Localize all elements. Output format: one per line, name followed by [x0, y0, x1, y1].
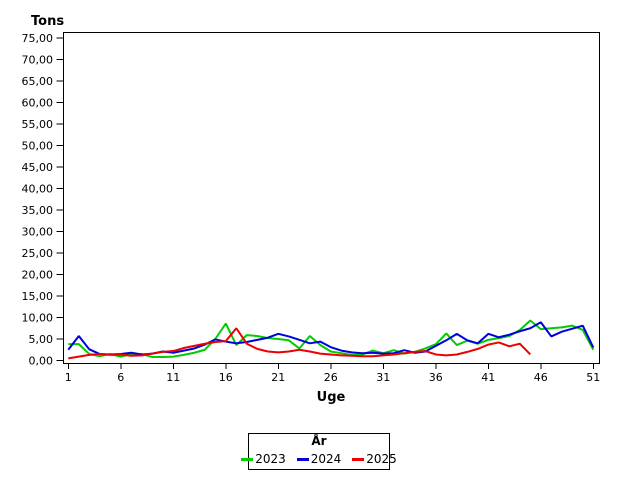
legend-swatch-2024	[296, 457, 309, 461]
x-axis-title: Uge	[316, 390, 346, 405]
legend: År 2023 2024 2025	[241, 433, 397, 470]
series-line-2023	[68, 319, 595, 359]
y-axis: 0,00 5,00 10,00 15,00 20,00 25,00 30,00 35,00 40…	[22, 32, 64, 368]
legend-label-2023: 2023	[255, 452, 286, 466]
x-tick-label: 46	[534, 371, 548, 384]
y-tick-label: 5,00	[29, 333, 54, 346]
y-axis-title: Tons	[31, 14, 65, 29]
x-tick-label: 36	[429, 371, 443, 384]
legend-title: År	[311, 434, 327, 448]
x-tick-label: 31	[376, 371, 390, 384]
legend-item-2025: 2025	[352, 453, 397, 465]
legend-item-2023: 2023	[241, 453, 286, 465]
x-tick-label: 6	[117, 371, 124, 384]
y-tick-label: 25,00	[22, 247, 54, 260]
y-tick-label: 15,00	[22, 290, 54, 303]
series-line-2025	[68, 327, 532, 360]
x-tick-label: 16	[219, 371, 233, 384]
y-tick-label: 20,00	[22, 269, 54, 282]
y-tick-label: 10,00	[22, 312, 54, 325]
x-tick-label: 41	[481, 371, 495, 384]
legend-label-2025: 2025	[366, 452, 397, 466]
chart-plot: 0,00 5,00 10,00 15,00 20,00 25,00 30,00 35,00 40…	[22, 32, 600, 384]
y-tick-label: 55,00	[22, 118, 54, 131]
x-axis: 1 6 11 16 21 26 31 36 41 46 51	[65, 363, 600, 384]
y-tick-label: 70,00	[22, 54, 54, 67]
x-tick-label: 21	[271, 371, 285, 384]
plot-border	[63, 32, 600, 364]
y-tick-label: 50,00	[22, 140, 54, 153]
x-tick-label: 11	[166, 371, 180, 384]
y-tick-label: 60,00	[22, 97, 54, 110]
legend-swatch-2023	[241, 457, 254, 461]
legend-label-2024: 2024	[310, 452, 342, 466]
y-tick-label: 65,00	[22, 75, 54, 88]
y-tick-label: 75,00	[22, 32, 54, 45]
x-tick-label: 1	[65, 371, 72, 384]
y-tick-label: 35,00	[22, 204, 54, 217]
x-tick-label: 51	[586, 371, 600, 384]
y-tick-label: 0,00	[29, 355, 54, 368]
y-tick-label: 30,00	[22, 226, 54, 239]
legend-items: 2023 2024 2025	[241, 453, 397, 465]
legend-item-2024: 2024	[296, 452, 342, 466]
y-tick-label: 45,00	[22, 161, 54, 174]
y-tick-label: 40,00	[22, 183, 54, 196]
series-line-2024	[67, 321, 595, 356]
legend-swatch-2025	[352, 457, 365, 461]
x-tick-label: 26	[324, 371, 338, 384]
